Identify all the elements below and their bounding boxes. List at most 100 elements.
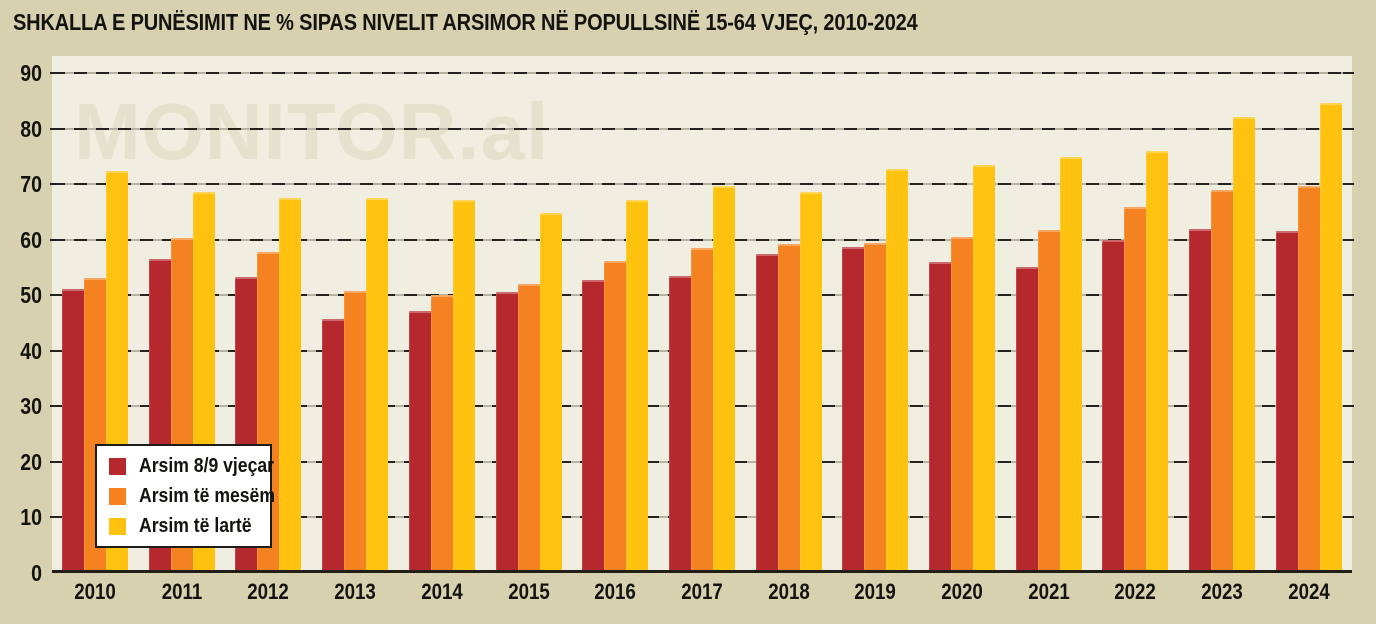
bar-2015-orange [517,284,540,570]
y-axis-label-10: 10 [20,504,42,531]
y-tick-right-80 [1343,127,1354,130]
bar-2022-red [1102,240,1125,570]
y-tick-left-40 [50,349,63,352]
plot-area: MONITOR.al Arsim 8/9 vjeçar Arsim të mesë… [50,56,1354,573]
bar-2021-red [1015,266,1038,570]
y-axis-label-0: 0 [31,560,42,586]
x-axis-label-2016: 2016 [594,579,636,604]
bar-2014-orange [430,295,453,570]
y-tick-left-30 [50,405,63,408]
bar-2015-red [495,292,518,570]
bar-2013-yellow [366,198,389,570]
x-axis-label-2019: 2019 [854,579,897,604]
y-axis-label-70: 70 [20,171,42,198]
legend-label: Arsim të lartë [139,514,252,537]
y-axis-label-20: 20 [20,448,42,475]
bar-2023-orange [1211,190,1234,570]
legend-item: Arsim të lartë [109,515,258,538]
y-tick-right-90 [1343,72,1354,74]
bar-2018-yellow [799,191,822,570]
bar-2024-red [1275,231,1298,570]
y-axis-label-60: 60 [20,226,42,253]
bar-2017-red [668,275,691,570]
x-axis-label-2020: 2020 [941,579,983,604]
bar-2019-orange [864,242,887,570]
legend-swatch-orange [109,487,126,505]
y-tick-right-10 [1343,516,1354,519]
bar-2021-orange [1037,230,1060,570]
y-tick-left-80 [50,127,63,130]
y-tick-left-20 [50,460,63,463]
bar-2016-yellow [626,200,649,570]
gridline-70 [52,183,1352,186]
gridline-60 [52,238,1352,241]
watermark-logo: MONITOR.al [74,87,550,176]
bar-2022-orange [1124,206,1147,570]
y-tick-left-60 [50,238,63,241]
bar-2021-yellow [1059,157,1082,570]
legend-label: Arsim 8/9 vjeçar [139,454,275,477]
y-axis-label-50: 50 [20,282,42,309]
x-axis-label-2012: 2012 [247,579,290,604]
y-tick-left-70 [50,183,63,186]
y-tick-right-40 [1343,349,1354,352]
bar-2024-yellow [1319,102,1342,570]
legend-swatch-yellow [109,517,126,535]
bar-2014-red [408,311,431,570]
gridline-90 [52,72,1352,74]
bar-2020-yellow [973,165,995,570]
bar-2017-yellow [712,185,735,570]
y-tick-right-70 [1343,183,1354,186]
y-axis-label-90: 90 [20,60,42,86]
y-axis-label-40: 40 [20,337,42,364]
bar-2023-yellow [1233,117,1256,570]
x-axis-label-2017: 2017 [681,579,723,604]
bar-2016-red [582,280,605,570]
bar-2019-yellow [886,169,909,570]
bar-2014-yellow [452,200,475,570]
bar-2018-red [755,253,778,570]
x-axis-label-2021: 2021 [1027,579,1070,604]
x-axis-label-2014: 2014 [420,579,463,604]
x-axis-label-2022: 2022 [1114,579,1157,604]
legend-item: Arsim 8/9 vjeçar [109,455,274,478]
x-axis: 2010 2011 2012 2013 2014 2015 2016 2017 2018 2019… [52,579,1352,615]
y-axis-label-80: 80 [20,115,42,142]
y-tick-right-30 [1343,405,1354,408]
x-axis-label-2010: 2010 [74,579,116,604]
x-axis-label-2011: 2011 [161,579,202,604]
bar-2016-orange [604,261,627,570]
bar-2012-yellow [279,198,302,570]
bar-2013-red [322,318,345,570]
bar-2024-orange [1297,186,1320,570]
y-tick-right-60 [1343,238,1354,241]
bar-2010-red [62,288,84,570]
y-tick-left-50 [50,294,63,297]
y-tick-right-50 [1343,294,1354,297]
y-tick-left-90 [50,72,63,74]
x-axis-label-2013: 2013 [334,579,376,604]
y-tick-right-20 [1343,460,1354,463]
legend-item: Arsim të mesëm [109,485,275,508]
y-axis-label-30: 30 [20,393,42,420]
bar-2019-red [842,246,865,570]
bar-2020-orange [951,237,973,570]
bar-2023-red [1189,229,1212,570]
x-axis-label-2018: 2018 [767,579,810,604]
chart-title: SHKALLA E PUNËSIMIT NE % SIPAS NIVELIT A… [13,9,918,35]
x-axis-label-2023: 2023 [1201,579,1243,604]
bar-2018-orange [777,244,800,570]
bar-2022-yellow [1146,150,1169,570]
bar-2020-red [929,261,951,570]
legend-label: Arsim të mesëm [139,484,275,507]
bar-2015-yellow [539,212,562,570]
y-axis: 0 10 20 30 40 50 60 70 80 90 [0,56,46,586]
y-tick-left-10 [50,516,63,519]
legend-swatch-red [109,457,126,475]
bar-2017-orange [690,248,713,570]
bar-2013-orange [344,290,367,570]
legend: Arsim 8/9 vjeçar Arsim të mesëm Arsim të l… [95,444,275,548]
gridline-80 [52,127,1352,130]
x-axis-label-2024: 2024 [1287,579,1330,604]
